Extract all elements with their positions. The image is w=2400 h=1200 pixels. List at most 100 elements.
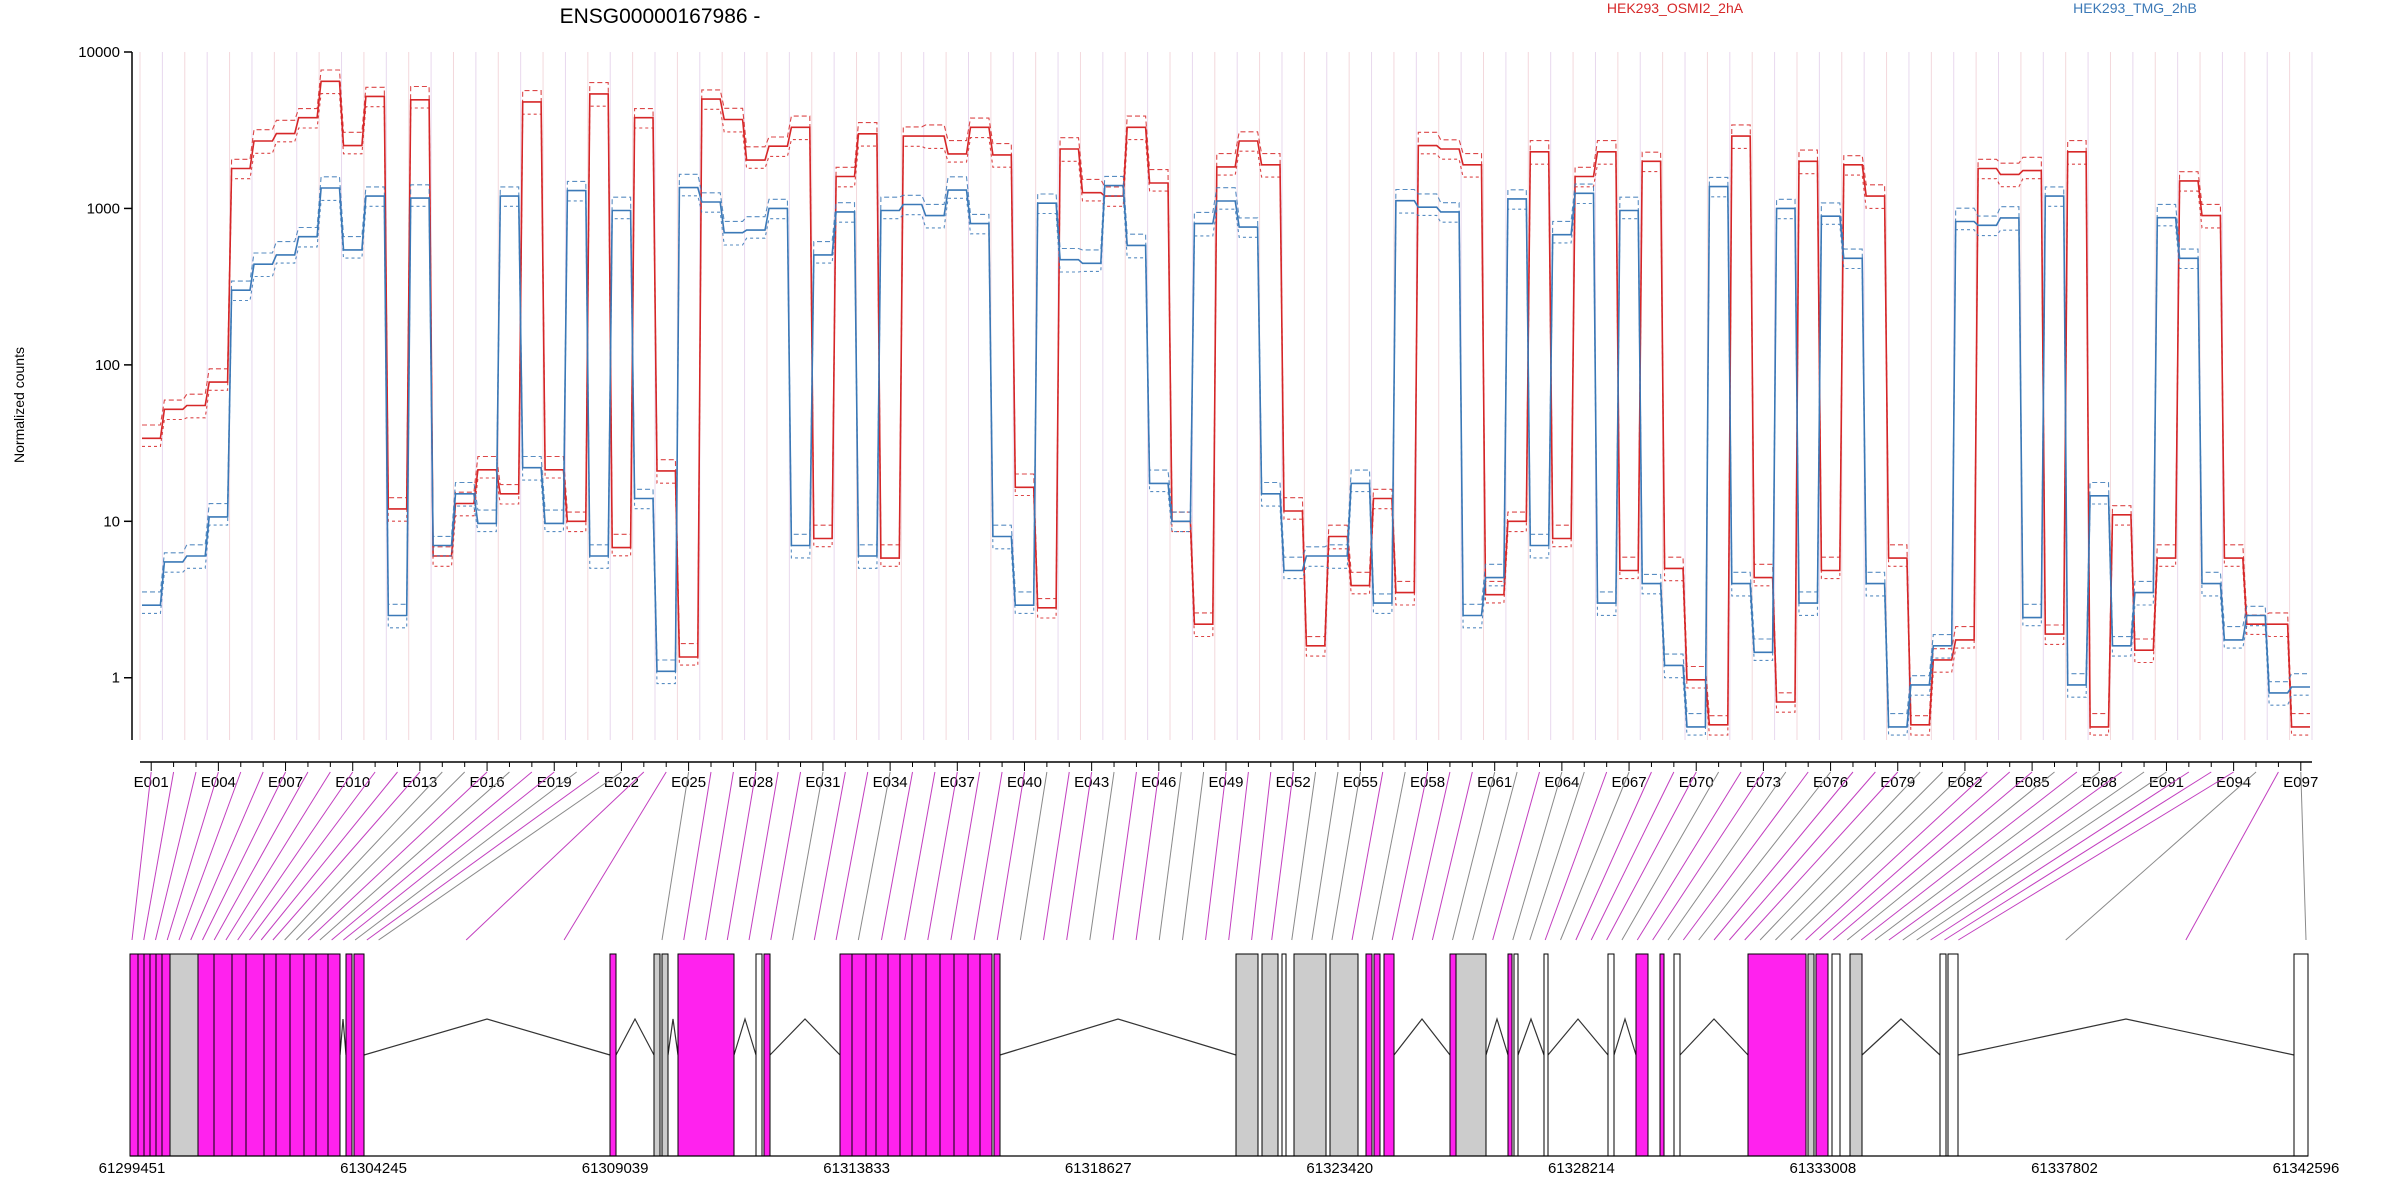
x-axis: E001 E004 E007 E010 E013 E016 E019 E022 E025 E028… xyxy=(134,761,2318,791)
coordinate-label: 61313833 xyxy=(823,1160,890,1177)
exon-connector xyxy=(1667,771,1787,941)
exon-connector xyxy=(178,771,242,941)
exon-connector xyxy=(331,771,533,941)
series-layer xyxy=(142,69,2310,736)
exon-connector xyxy=(237,771,354,941)
intron-line xyxy=(999,1018,1237,1056)
exon-connector xyxy=(1311,771,1339,941)
exon-connector xyxy=(770,771,802,941)
chart-title: ENSG00000167986 - xyxy=(560,5,761,28)
exon-block xyxy=(1607,953,1615,1157)
exon-connector xyxy=(1833,771,2033,941)
exon-block xyxy=(353,953,365,1157)
y-axis-label: Normalized counts xyxy=(11,347,27,463)
exon-connector xyxy=(2065,771,2257,941)
x-tick-label: E055 xyxy=(1343,774,1378,791)
exon-connector xyxy=(705,771,734,941)
exon-connector xyxy=(1472,771,1518,941)
exon-block xyxy=(1849,953,1863,1157)
exon-connector xyxy=(904,771,936,941)
exon-block xyxy=(1373,953,1381,1157)
coordinate-label: 61342596 xyxy=(2273,1160,2340,1177)
x-tick-label: E058 xyxy=(1410,774,1445,791)
exon-connector xyxy=(319,771,510,941)
x-tick-label: E028 xyxy=(738,774,773,791)
x-tick-label: E091 xyxy=(2149,774,2184,791)
exon-connector xyxy=(1930,771,2190,941)
exon-connector xyxy=(225,771,331,941)
exon-block xyxy=(1513,953,1519,1157)
series-line-osmi2 xyxy=(142,80,2310,728)
exon-connector xyxy=(1112,771,1137,941)
exon-connector xyxy=(143,771,175,941)
intron-line xyxy=(733,1016,757,1056)
exon-connector xyxy=(1271,771,1294,941)
coordinate-label: 61309039 xyxy=(582,1160,649,1177)
exon-connector xyxy=(1560,771,1630,941)
exon-connector xyxy=(1860,771,2078,941)
intron-line xyxy=(615,1017,655,1056)
exon-block xyxy=(1293,953,1327,1157)
exon-connector xyxy=(296,771,466,941)
x-tick-label: E001 xyxy=(134,774,169,791)
series-line-tmg xyxy=(142,195,2310,736)
intron-line xyxy=(667,1018,679,1056)
coordinate-label: 61299451 xyxy=(99,1160,166,1177)
exon-block xyxy=(1281,953,1287,1157)
exon-block xyxy=(1235,953,1259,1157)
y-tick-label: 1 xyxy=(112,670,120,687)
exon-connector xyxy=(1019,771,1048,941)
intron-line xyxy=(339,1018,347,1056)
intron-line xyxy=(1957,1018,2295,1056)
exon-block xyxy=(1939,953,1947,1157)
exon-block xyxy=(1815,953,1829,1157)
intron-line xyxy=(1861,1018,1941,1056)
exon-connector xyxy=(1043,771,1070,941)
exon-block xyxy=(1831,953,1841,1157)
exon-connector xyxy=(1158,771,1182,941)
series-line-osmi2 xyxy=(142,93,2310,736)
x-tick-label: E037 xyxy=(940,774,975,791)
exon-connector-lines xyxy=(131,771,2307,941)
exon-connector xyxy=(1331,771,1361,941)
exon-connector xyxy=(1228,771,1249,941)
x-tick-label: E019 xyxy=(537,774,572,791)
exon-connector xyxy=(1759,771,1921,941)
exon-block xyxy=(661,953,669,1157)
exon-connector xyxy=(1606,771,1697,941)
exon-connector xyxy=(813,771,846,941)
exon-connector xyxy=(835,771,869,941)
exon-connector xyxy=(366,771,600,941)
intron-line xyxy=(769,1018,841,1056)
y-tick-label: 10000 xyxy=(78,44,120,61)
x-tick-label: E061 xyxy=(1477,774,1512,791)
exon-block xyxy=(677,953,735,1157)
exon-connector xyxy=(1805,771,1988,941)
exon-connector xyxy=(131,771,152,941)
exon-connector xyxy=(1544,771,1608,941)
exon-connector xyxy=(190,771,264,941)
exon-block xyxy=(1329,953,1359,1157)
exon-connector xyxy=(1621,771,1720,941)
exon-block xyxy=(1455,953,1487,1157)
exon-connector xyxy=(1351,771,1384,941)
x-tick-label: E064 xyxy=(1544,774,1579,791)
exon-block xyxy=(1747,953,1807,1157)
x-tick-label: E094 xyxy=(2216,774,2251,791)
exon-connector xyxy=(1512,771,1563,941)
exon-connector xyxy=(343,771,555,941)
exon-connector xyxy=(1682,771,1809,941)
exon-connector xyxy=(1089,771,1115,941)
bin-gridlines xyxy=(139,52,2313,740)
exon-connector xyxy=(1291,771,1317,941)
exon-connector xyxy=(272,771,421,941)
exon-block xyxy=(1383,953,1395,1157)
exon-connector xyxy=(1371,771,1406,941)
exon-block xyxy=(755,953,763,1157)
exon-connector xyxy=(1790,771,1966,941)
series-line-tmg xyxy=(142,173,2310,715)
exon-connector xyxy=(1744,771,1899,941)
exon-connector xyxy=(354,771,577,941)
exon-connector xyxy=(563,771,667,941)
exon-connector xyxy=(1902,771,2145,941)
